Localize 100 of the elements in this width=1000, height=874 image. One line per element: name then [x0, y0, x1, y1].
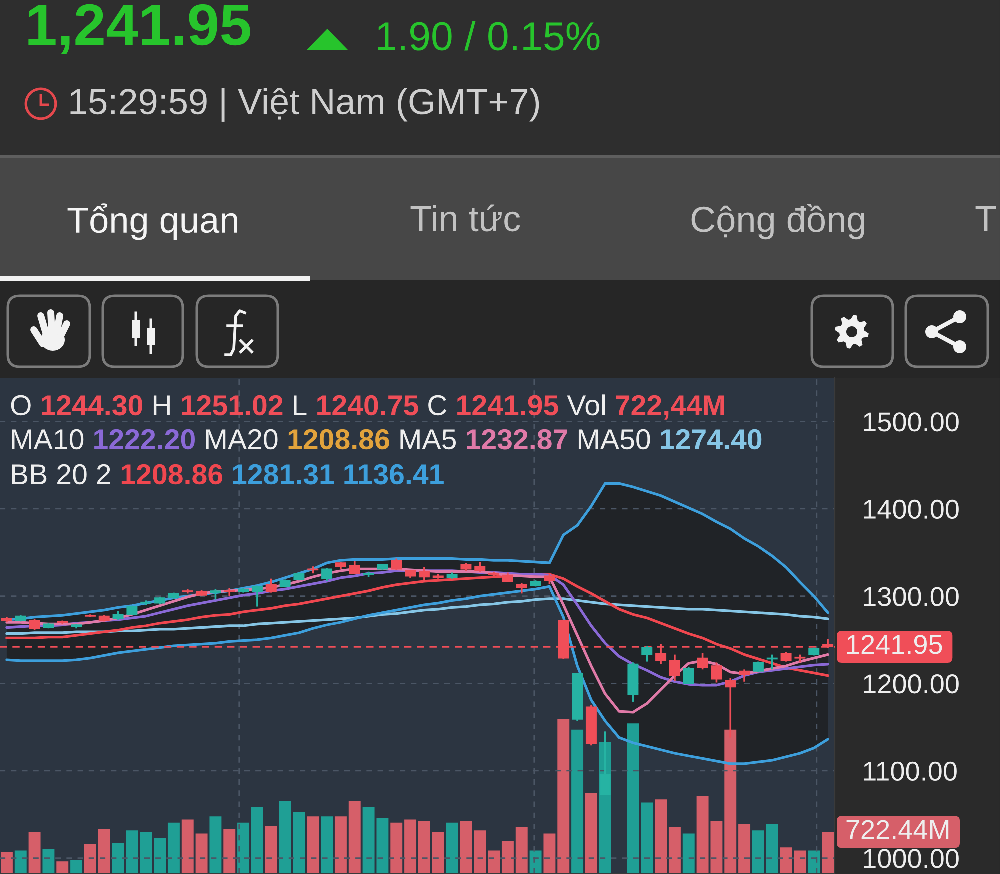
text: T	[976, 206, 996, 232]
y-tick-label: 1100.00	[864, 762, 957, 782]
candlestick	[780, 651, 792, 663]
bar	[432, 832, 444, 874]
bar	[460, 821, 472, 874]
annotation: 1281.31	[233, 464, 334, 485]
chart-subtitle: 1.90 / 0.15%	[378, 21, 600, 51]
bar	[668, 828, 681, 874]
annotation: Vol	[567, 394, 605, 416]
candlestick	[322, 567, 333, 582]
annotation: BB 20 2	[12, 464, 110, 485]
ref-line-label: 1241.95	[847, 635, 942, 654]
candlestick	[29, 618, 40, 632]
bar	[28, 832, 41, 874]
bar	[752, 830, 764, 874]
annotation: MA20	[206, 429, 278, 450]
text: Tổng quan	[68, 204, 238, 240]
bar	[404, 820, 417, 874]
bar	[307, 816, 320, 874]
annotation: 722,44M	[616, 395, 724, 420]
bar	[98, 829, 110, 874]
bar	[530, 850, 542, 874]
candlestick	[391, 558, 402, 572]
y-tick-label: 1300.00	[864, 587, 959, 606]
annotation: 1251.02	[182, 395, 283, 416]
annotation: 1244.30	[42, 395, 142, 416]
bar	[822, 832, 834, 874]
bar	[154, 838, 166, 874]
bar	[655, 800, 668, 874]
annotation: 1274.40	[661, 429, 762, 450]
annotation: O	[11, 395, 31, 416]
bar	[585, 793, 598, 874]
candlestick	[349, 560, 360, 576]
bar	[738, 824, 751, 874]
candlestick	[516, 582, 528, 595]
bar	[140, 832, 152, 874]
bar	[0, 852, 13, 874]
candlestick	[669, 654, 680, 682]
y-tick-label: 1500.00	[864, 412, 959, 432]
bar	[182, 820, 194, 874]
annotation: 1241.95	[458, 395, 558, 416]
candlestick	[642, 645, 653, 663]
bar	[474, 830, 486, 874]
text: Tin tức	[410, 204, 520, 232]
annotation: 1222.20	[94, 429, 195, 450]
bar	[42, 849, 55, 874]
candlestick	[474, 561, 486, 573]
bar	[334, 816, 347, 874]
bar	[627, 724, 640, 874]
annotation: MA10	[12, 429, 84, 450]
candlestick	[683, 666, 694, 686]
bar	[418, 821, 430, 874]
bar	[238, 822, 250, 874]
bar	[724, 730, 737, 874]
bar	[544, 834, 556, 874]
line-series	[6, 598, 830, 636]
annotation: 1232.87	[467, 429, 568, 450]
bar	[56, 862, 69, 874]
bar	[348, 801, 361, 874]
bar	[502, 841, 514, 874]
bar	[558, 719, 570, 874]
annotation: 1136.41	[344, 464, 444, 485]
candlestick	[711, 662, 722, 684]
annotation: H	[154, 396, 170, 416]
bar	[808, 850, 820, 874]
annotation: 1208.86	[122, 464, 223, 485]
y-tick-label: 1200.00	[864, 674, 959, 694]
bar	[446, 822, 458, 874]
text: 722.44M	[846, 820, 949, 840]
candlestick	[126, 605, 138, 616]
bar	[84, 844, 96, 874]
annotation: MA5	[400, 430, 456, 450]
text: Cộng đồng	[692, 204, 864, 240]
bar	[572, 730, 584, 874]
bar	[682, 834, 695, 874]
bar	[14, 850, 27, 874]
candlestick	[252, 584, 263, 608]
y-tick-label: 1400.00	[864, 500, 959, 520]
bar	[766, 824, 778, 874]
y-tick-label: 1000.00	[864, 849, 959, 868]
bar	[70, 860, 83, 874]
bar	[390, 822, 403, 874]
line-series	[6, 585, 830, 766]
annotation: MA50	[578, 429, 650, 450]
bar	[196, 834, 208, 874]
bar	[210, 816, 222, 874]
bar	[641, 802, 654, 874]
annotation: 1208.86	[288, 429, 390, 450]
candlestick	[697, 652, 708, 671]
bar	[321, 816, 334, 874]
candlestick	[210, 588, 222, 601]
bar	[251, 807, 264, 874]
bar	[265, 826, 278, 874]
bar	[488, 850, 500, 874]
annotation: L	[294, 396, 307, 416]
annotation: 1240.75	[318, 395, 418, 416]
candlestick	[739, 668, 750, 683]
candlestick	[266, 578, 277, 594]
text: 15:29:59 | Việt Nam (GMT+7)	[70, 88, 540, 122]
chart-title: 1,241.95	[28, 4, 250, 54]
